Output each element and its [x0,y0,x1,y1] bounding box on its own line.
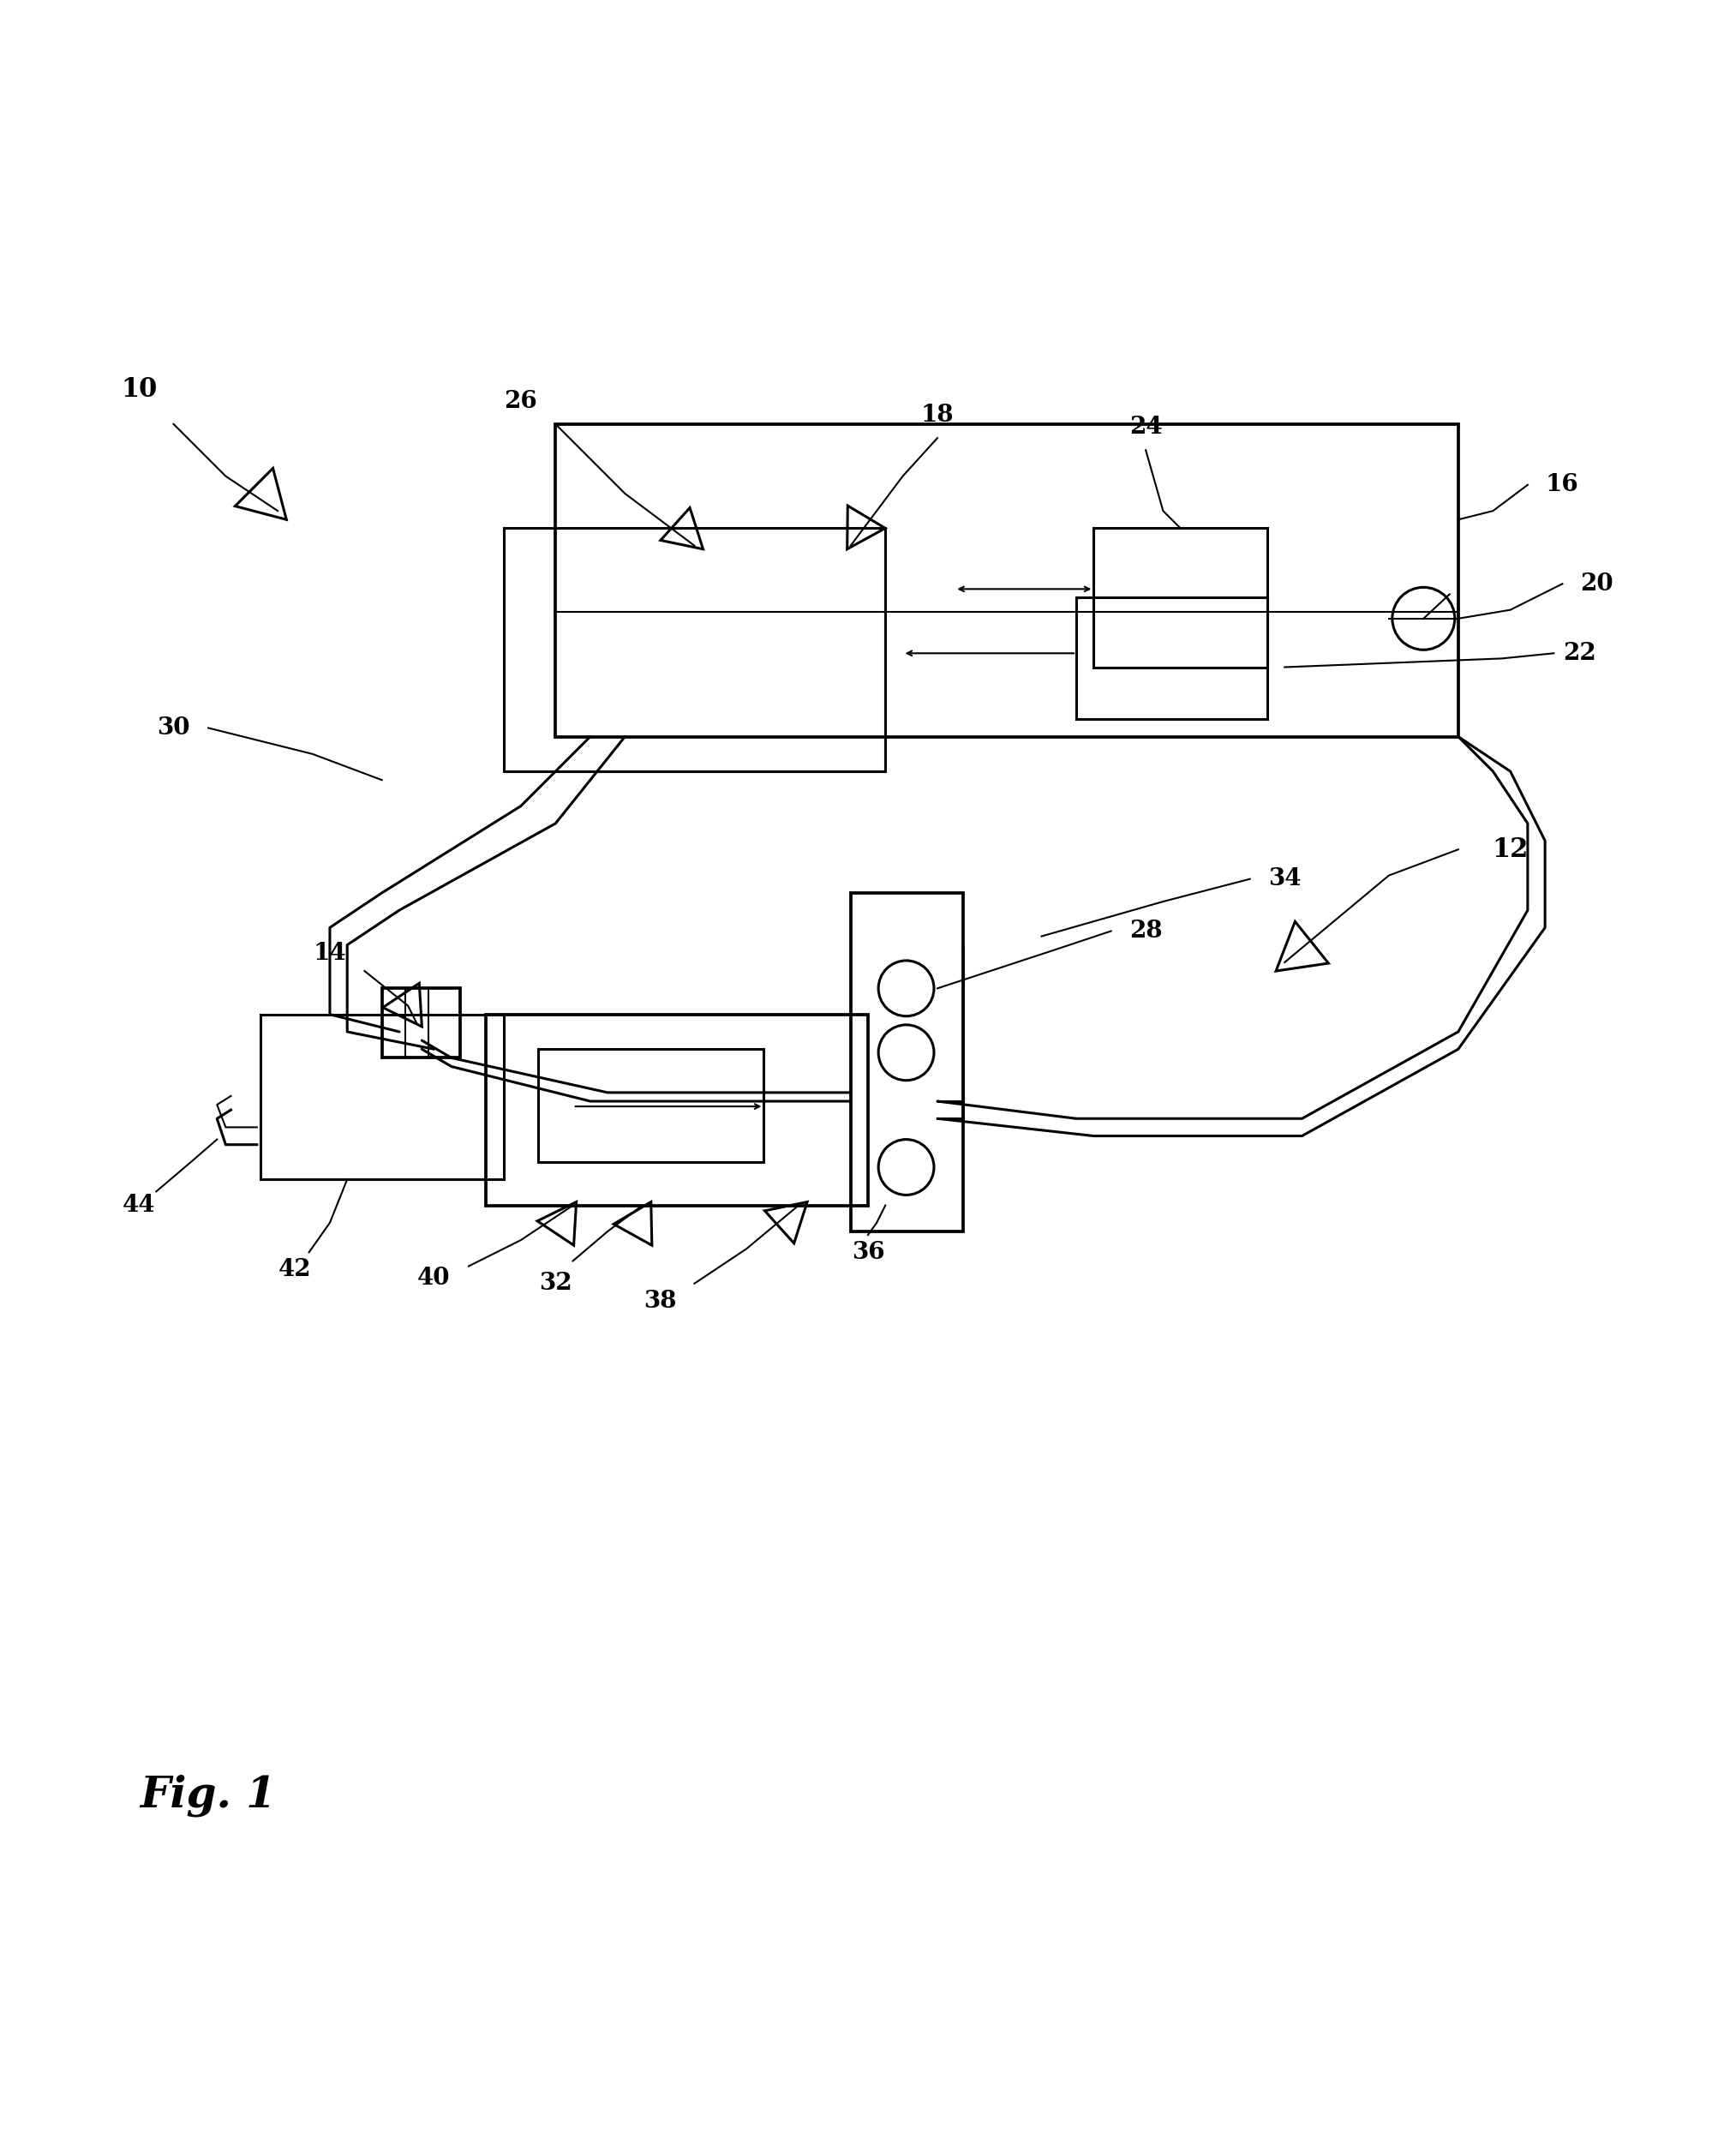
Bar [503,529,885,772]
Text: 38: 38 [642,1288,677,1312]
Text: 24: 24 [1128,416,1163,439]
Text: 42: 42 [278,1258,312,1282]
Text: 16: 16 [1545,474,1580,497]
Bar [851,894,963,1231]
Text: 40: 40 [417,1267,451,1290]
Text: 28: 28 [1128,919,1163,943]
Text: 36: 36 [851,1241,885,1265]
Bar [260,1015,503,1180]
Bar [1076,597,1267,719]
Text: 44: 44 [122,1194,156,1218]
Bar [556,424,1458,736]
Text: 22: 22 [1562,642,1597,665]
Bar [382,988,460,1058]
Text: 32: 32 [538,1271,573,1295]
Text: Fig. 1: Fig. 1 [141,1775,276,1817]
Text: 34: 34 [1267,868,1302,892]
Text: 30: 30 [156,717,191,740]
Bar [1094,529,1267,668]
Text: 12: 12 [1493,836,1528,862]
Text: 20: 20 [1580,572,1614,595]
Text: 10: 10 [122,375,156,403]
Bar [486,1015,868,1205]
Bar [538,1049,764,1162]
Text: 14: 14 [312,943,347,966]
Text: 26: 26 [503,390,538,414]
Text: 18: 18 [920,403,955,427]
